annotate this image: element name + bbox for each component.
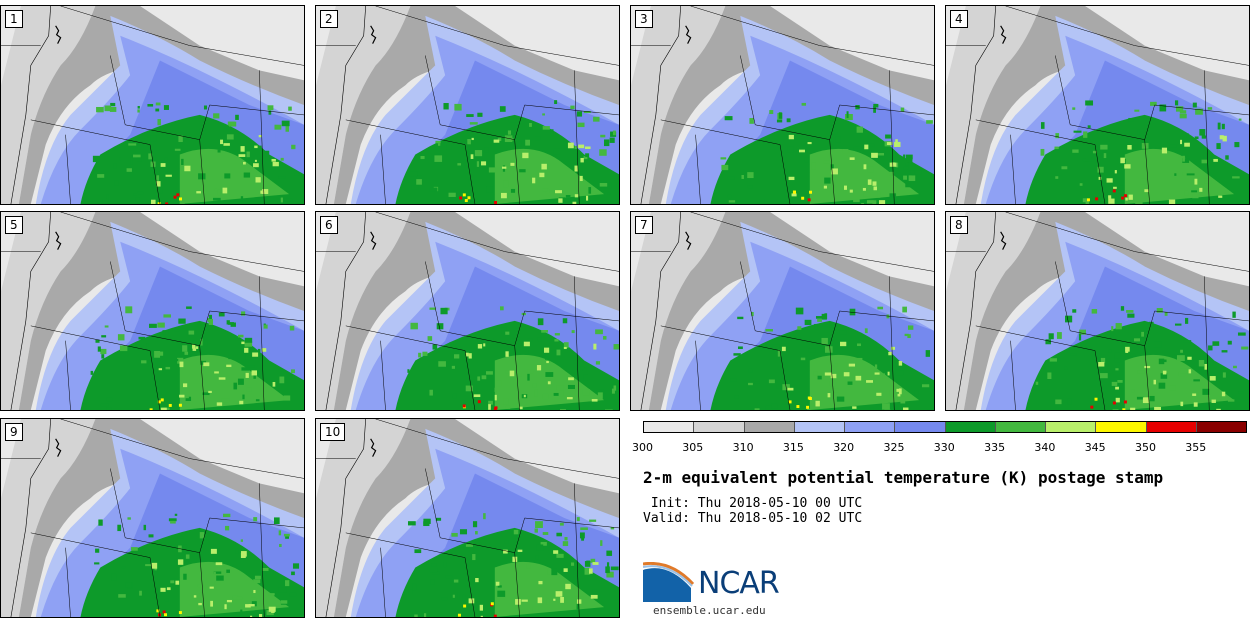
ensemble-member-map: 5 — [0, 211, 305, 411]
colorbar — [643, 421, 1247, 433]
colorbar-segment — [1046, 422, 1097, 432]
colorbar-segment — [895, 422, 946, 432]
colorbar-tick-label: 330 — [933, 441, 955, 454]
logo-text: NCAR — [698, 566, 780, 601]
colorbar-segment — [1096, 422, 1147, 432]
page-title: 2-m equivalent potential temperature (K)… — [643, 468, 1164, 487]
colorbar-tick-label: 310 — [732, 441, 754, 454]
colorbar-segment — [644, 422, 695, 432]
colorbar-segment — [845, 422, 896, 432]
colorbar-segment — [794, 422, 845, 432]
colorbar-tick-label: 305 — [682, 441, 704, 454]
colorbar-tick-label: 320 — [833, 441, 855, 454]
member-number: 8 — [950, 216, 968, 234]
member-number: 10 — [320, 423, 346, 441]
valid-time: Valid: Thu 2018-05-10 02 UTC — [643, 511, 863, 526]
colorbar-segment — [995, 422, 1046, 432]
colorbar-segment — [945, 422, 996, 432]
colorbar-tick-label: 355 — [1185, 441, 1207, 454]
member-number: 7 — [635, 216, 653, 234]
member-number: 6 — [320, 216, 338, 234]
ensemble-member-map: 6 — [315, 211, 620, 411]
ensemble-member-map: 3 — [630, 5, 935, 205]
ensemble-member-map: 9 — [0, 418, 305, 618]
ncar-logo-icon — [643, 562, 695, 602]
member-number: 5 — [5, 216, 23, 234]
colorbar-tick-label: 300 — [632, 441, 653, 454]
member-number: 9 — [5, 423, 23, 441]
ensemble-member-map: 7 — [630, 211, 935, 411]
colorbar-tick-label: 350 — [1135, 441, 1156, 454]
ensemble-member-map: 8 — [945, 211, 1250, 411]
member-number: 2 — [320, 10, 338, 28]
colorbar-tick-label: 315 — [782, 441, 804, 454]
site-url: ensemble.ucar.edu — [653, 604, 766, 617]
colorbar-labels: 300 305 310 315 320 325 330 335 340 345 350 355 — [632, 441, 1252, 455]
colorbar-segment — [694, 422, 745, 432]
member-number: 1 — [5, 10, 23, 28]
colorbar-segment — [1196, 422, 1246, 432]
ensemble-member-map: 10 — [315, 418, 620, 618]
colorbar-tick-label: 325 — [883, 441, 905, 454]
ensemble-member-map: 2 — [315, 5, 620, 205]
ensemble-member-map: 1 — [0, 5, 305, 205]
member-number: 4 — [950, 10, 968, 28]
colorbar-segment — [744, 422, 795, 432]
colorbar-segment — [1146, 422, 1197, 432]
ensemble-member-map: 4 — [945, 5, 1250, 205]
colorbar-tick-label: 340 — [1034, 441, 1056, 454]
colorbar-tick-label: 335 — [984, 441, 1006, 454]
colorbar-tick-label: 345 — [1084, 441, 1106, 454]
member-number: 3 — [635, 10, 653, 28]
init-time: Init: Thu 2018-05-10 00 UTC — [643, 496, 863, 511]
